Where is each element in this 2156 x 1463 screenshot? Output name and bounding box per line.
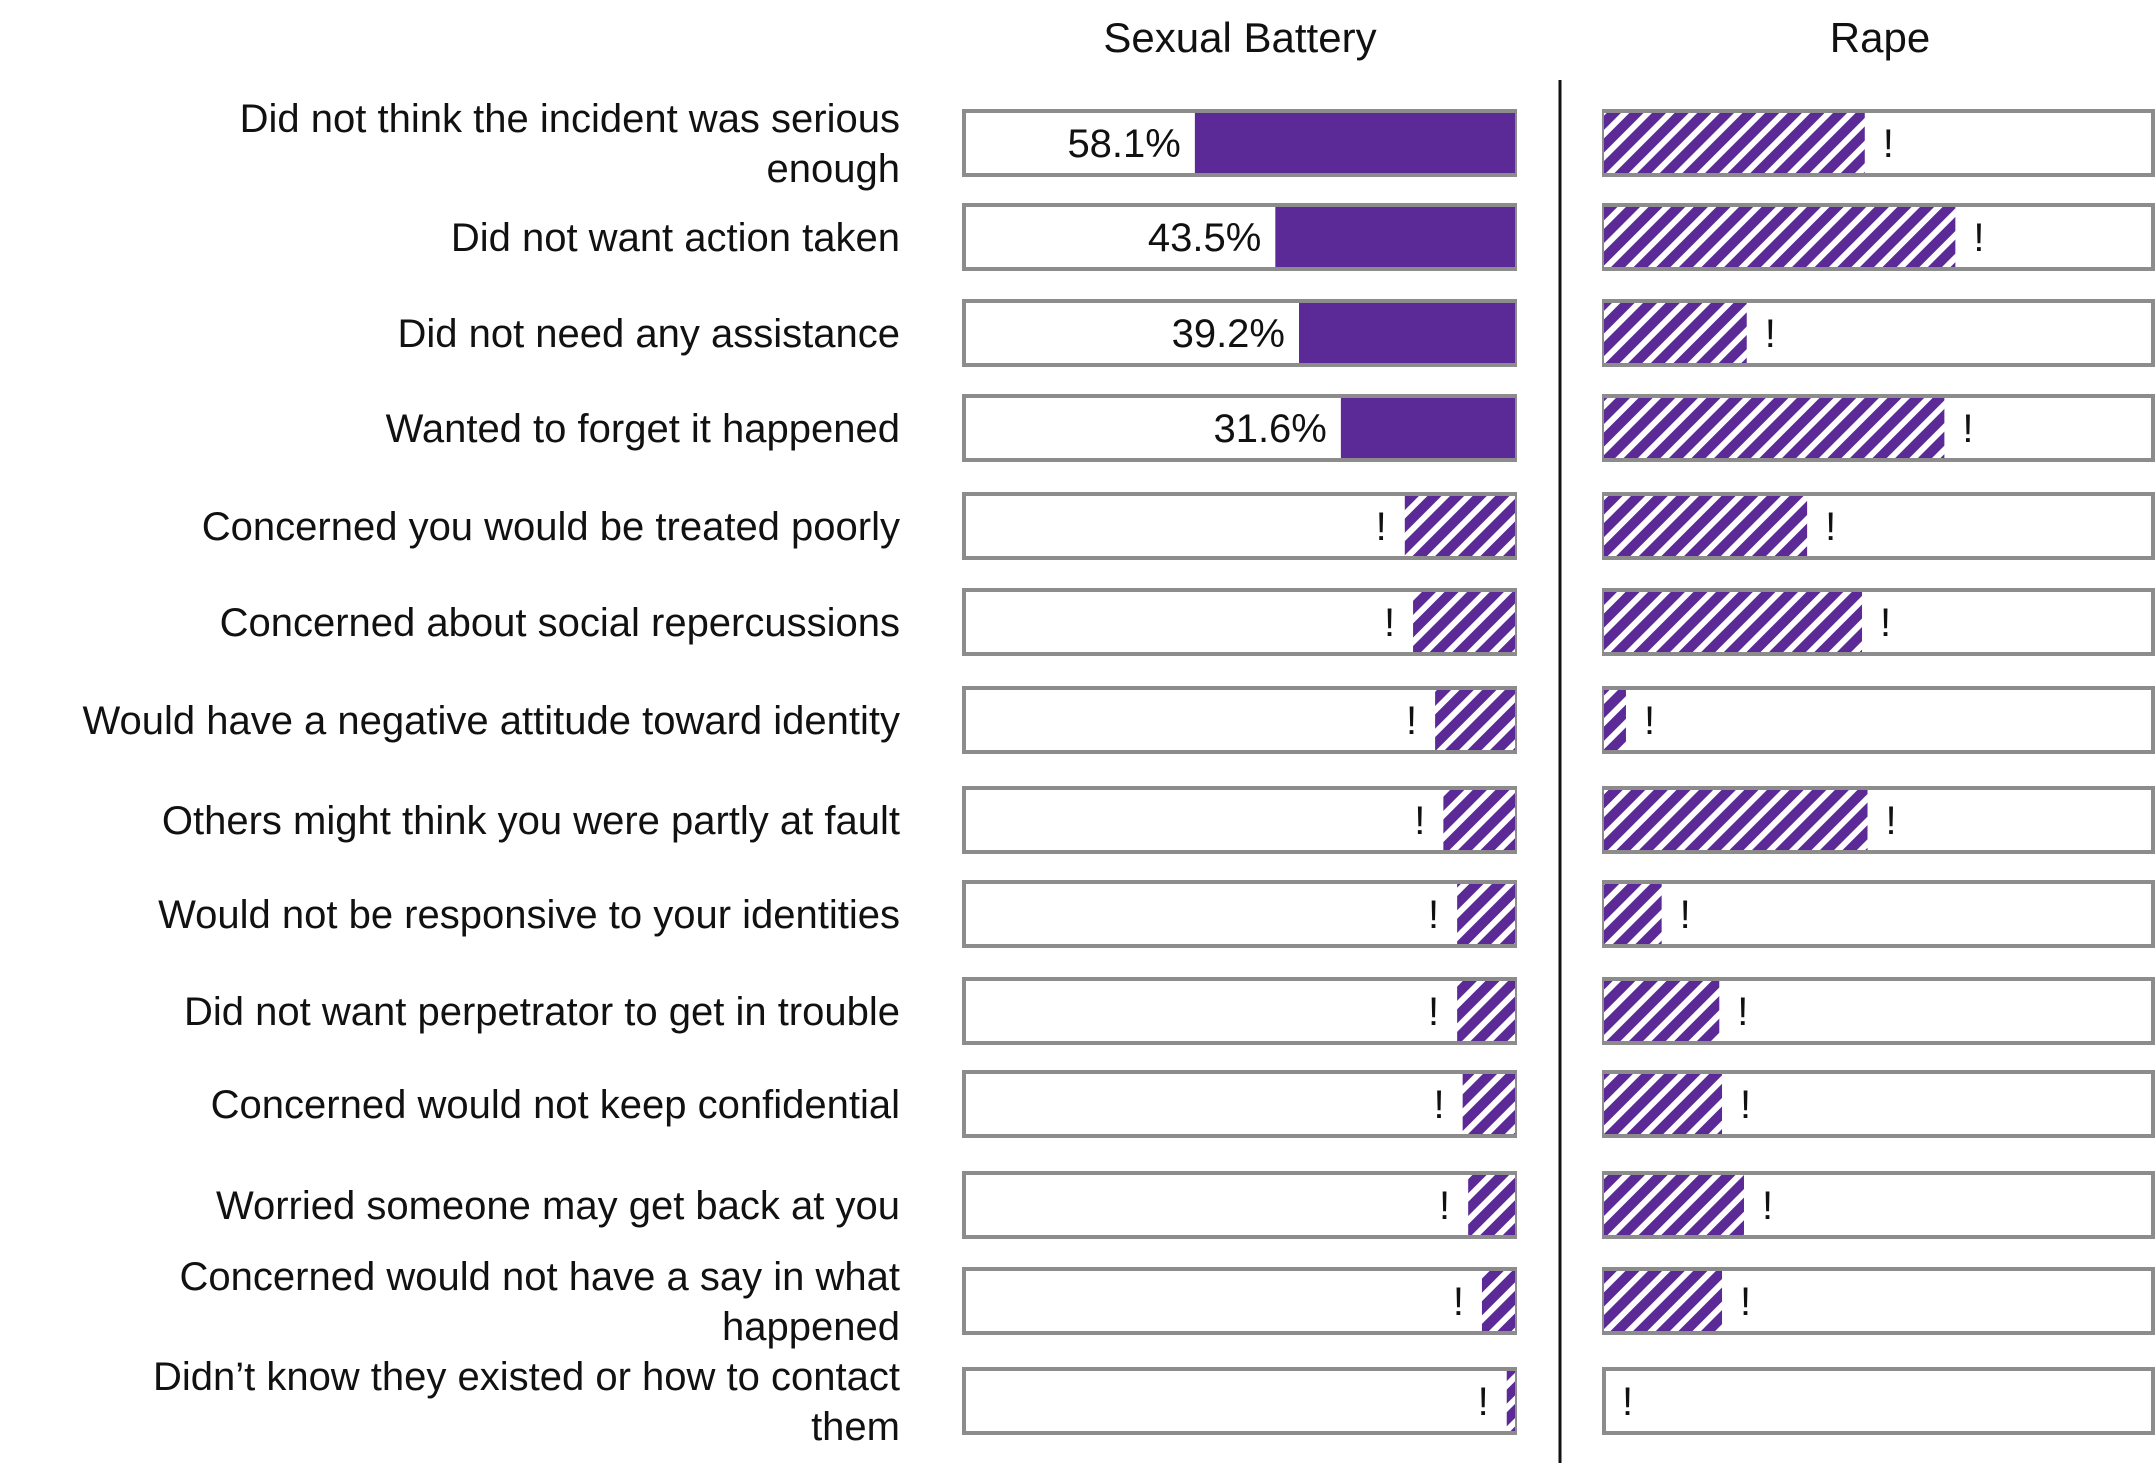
category-label: Would have a negative attitude toward id… <box>82 699 900 743</box>
data-label: ! <box>1962 407 1973 451</box>
category-label: Concerned would not have a say in what ha… <box>180 1255 900 1349</box>
bar-frame <box>962 1171 1517 1239</box>
data-label: ! <box>1384 601 1395 645</box>
category-label: Concerned you would be treated poorly <box>202 505 900 549</box>
bar <box>1404 496 1515 556</box>
panel-rape: Rape!!!!!!!!!!!!!! <box>1602 14 2155 1435</box>
data-label: ! <box>1737 990 1748 1034</box>
bar <box>1604 496 1808 556</box>
bar-frame <box>1602 686 2155 754</box>
bar-frame <box>1602 1367 2155 1435</box>
data-label: ! <box>1680 893 1691 937</box>
bar <box>1604 1271 1723 1331</box>
data-label: ! <box>1622 1380 1633 1424</box>
bar <box>1481 1271 1515 1331</box>
panel-sexual-battery: Sexual Battery 58.1% 43.5% 39.2% 31.6%!!!!!!… <box>962 14 1517 1435</box>
bar <box>1340 398 1515 458</box>
data-label: 58.1% <box>1067 122 1180 166</box>
bar <box>1462 1074 1515 1134</box>
bar <box>1457 981 1515 1041</box>
bar <box>1604 790 1868 850</box>
data-label: ! <box>1478 1380 1489 1424</box>
data-label: ! <box>1406 699 1417 743</box>
bar <box>1468 1175 1515 1235</box>
data-label: ! <box>1453 1280 1464 1324</box>
panel-title: Rape <box>1830 14 1930 61</box>
bar-frame <box>962 1367 1517 1435</box>
bar <box>1604 1175 1744 1235</box>
bar <box>1457 884 1515 944</box>
bar <box>1604 690 1626 750</box>
category-label: Didn’t know they existed or how to conta… <box>153 1355 900 1449</box>
data-label: ! <box>1762 1184 1773 1228</box>
data-label: ! <box>1765 312 1776 356</box>
data-label: ! <box>1740 1280 1751 1324</box>
data-label: ! <box>1740 1083 1751 1127</box>
bar <box>1604 981 1720 1041</box>
category-label: Wanted to forget it happened <box>386 407 900 451</box>
bar-frame <box>962 1070 1517 1138</box>
bar <box>1413 592 1515 652</box>
bar <box>1604 592 1863 652</box>
bar <box>1604 1074 1723 1134</box>
bar <box>1275 207 1515 267</box>
bar-frame <box>962 786 1517 854</box>
bar <box>1435 690 1515 750</box>
category-label: Did not want action taken <box>451 216 900 260</box>
data-label: ! <box>1376 505 1387 549</box>
bar-frame <box>1602 880 2155 948</box>
data-label: ! <box>1973 216 1984 260</box>
data-label: ! <box>1428 893 1439 937</box>
bar <box>1194 113 1515 173</box>
data-label: ! <box>1644 699 1655 743</box>
category-label: Would not be responsive to your identiti… <box>158 893 900 937</box>
data-label: ! <box>1883 122 1894 166</box>
bar <box>1604 398 1945 458</box>
category-label: Worried someone may get back at you <box>216 1184 900 1228</box>
bar <box>1604 113 1865 173</box>
bar <box>1506 1371 1515 1431</box>
category-label: Others might think you were partly at fa… <box>162 799 900 843</box>
data-label: ! <box>1880 601 1891 645</box>
data-label: ! <box>1439 1184 1450 1228</box>
bar-frame <box>962 686 1517 754</box>
data-label: 39.2% <box>1172 312 1285 356</box>
category-label: Did not want perpetrator to get in troub… <box>184 990 900 1034</box>
bar-frame <box>962 1267 1517 1335</box>
bar <box>1604 207 1956 267</box>
category-label: Concerned about social repercussions <box>220 601 900 645</box>
data-label: ! <box>1434 1083 1445 1127</box>
data-label: ! <box>1414 799 1425 843</box>
bar-panels: Sexual Battery 58.1% 43.5% 39.2% 31.6%!!!!!!… <box>962 14 2155 1463</box>
data-label: ! <box>1886 799 1897 843</box>
bar <box>1443 790 1515 850</box>
panel-title: Sexual Battery <box>1103 14 1376 61</box>
category-label: Did not think the incident was serious en… <box>240 97 900 191</box>
bar <box>1299 303 1515 363</box>
data-label: ! <box>1825 505 1836 549</box>
category-label: Concerned would not keep confidential <box>211 1083 900 1127</box>
bar <box>1604 303 1747 363</box>
bar <box>1604 884 1662 944</box>
category-labels: Did not think the incident was serious en… <box>82 97 900 1449</box>
category-label: Did not need any assistance <box>397 312 900 356</box>
data-label: 31.6% <box>1213 407 1326 451</box>
data-label: 43.5% <box>1148 216 1261 260</box>
data-label: ! <box>1428 990 1439 1034</box>
